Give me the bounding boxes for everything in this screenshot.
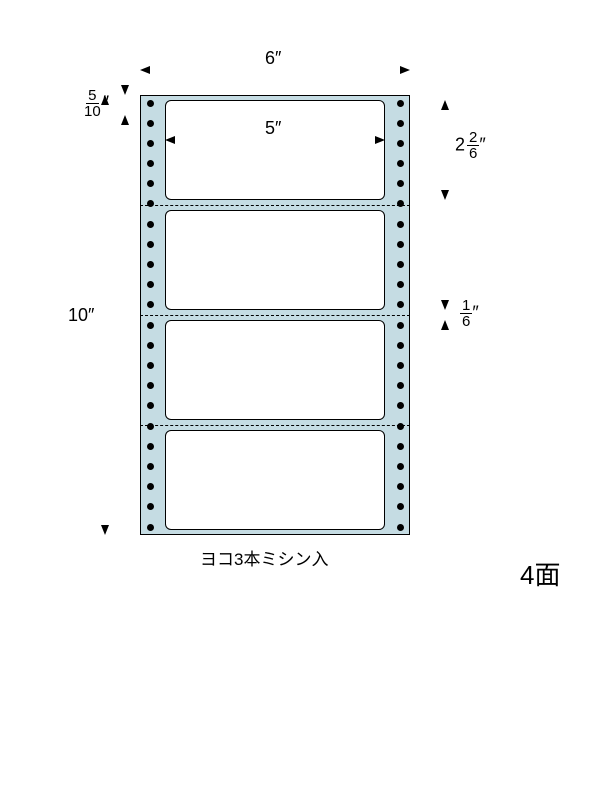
feed-hole (147, 483, 154, 490)
arrow-up-icon (101, 95, 109, 105)
feed-hole (147, 382, 154, 389)
ext-line (0, 215, 50, 216)
feed-hole (147, 160, 154, 167)
feed-hole (397, 120, 404, 127)
dim-row-gap: 16″ (460, 298, 479, 329)
feed-hole (397, 241, 404, 248)
arrow-down-icon (441, 190, 449, 200)
dim-outer-height: 10″ (68, 305, 94, 326)
arrow-left-icon (165, 136, 175, 144)
feed-hole (397, 402, 404, 409)
feed-hole (147, 322, 154, 329)
arrow-down-icon (441, 300, 449, 310)
feed-hole (147, 140, 154, 147)
perforation-line (140, 205, 410, 206)
dim-line (0, 71, 220, 72)
feed-hole (397, 200, 404, 207)
dim-line (0, 216, 1, 656)
feed-hole (147, 261, 154, 268)
label-panel (165, 100, 385, 200)
perforation-line (140, 425, 410, 426)
feed-hole (147, 423, 154, 430)
dim-line (0, 0, 270, 1)
feed-hole (397, 524, 404, 531)
ext-line (0, 36, 1, 71)
feed-hole (147, 402, 154, 409)
feed-hole (397, 443, 404, 450)
perforation-line (140, 315, 410, 316)
dim-line (0, 760, 1, 775)
feed-hole (147, 221, 154, 228)
feed-hole (397, 100, 404, 107)
feed-hole (147, 200, 154, 207)
label-panel (165, 430, 385, 530)
feed-hole (397, 301, 404, 308)
label-panel (165, 320, 385, 420)
arrow-up-icon (121, 115, 129, 125)
ext-line (0, 72, 1, 132)
feed-hole (147, 180, 154, 187)
feed-hole (147, 503, 154, 510)
ext-line (0, 657, 45, 658)
ext-line (0, 132, 1, 192)
feed-hole (147, 362, 154, 369)
ext-line (0, 1, 1, 36)
dim-line (0, 202, 1, 214)
dim-inner-width: 5″ (265, 118, 281, 139)
feed-hole (397, 221, 404, 228)
feed-hole (397, 140, 404, 147)
dim-line (0, 192, 1, 202)
feed-hole (147, 342, 154, 349)
dim-label-height: 226″ (455, 130, 486, 161)
feed-hole (147, 100, 154, 107)
feed-hole (397, 160, 404, 167)
arrow-up-icon (441, 320, 449, 330)
feed-hole (147, 241, 154, 248)
feed-hole (147, 120, 154, 127)
arrow-down-icon (101, 525, 109, 535)
feed-hole (397, 322, 404, 329)
arrow-up-icon (441, 100, 449, 110)
feed-hole (397, 180, 404, 187)
feed-hole (397, 483, 404, 490)
feed-hole (397, 382, 404, 389)
dim-line (0, 775, 1, 790)
ext-line (0, 759, 70, 760)
feed-hole (147, 443, 154, 450)
arrow-right-icon (375, 136, 385, 144)
arrow-down-icon (121, 85, 129, 95)
feed-hole (397, 423, 404, 430)
dim-outer-width: 6″ (265, 48, 281, 69)
feed-hole (397, 281, 404, 288)
feed-hole (397, 362, 404, 369)
feed-hole (397, 261, 404, 268)
face-count: 4面 (520, 555, 560, 592)
feed-hole (397, 463, 404, 470)
feed-hole (147, 281, 154, 288)
feed-hole (397, 503, 404, 510)
feed-hole (147, 301, 154, 308)
label-panel (165, 210, 385, 310)
feed-hole (397, 342, 404, 349)
perforation-note: ヨコ3本ミシン入 (200, 545, 328, 570)
arrow-right-icon (400, 66, 410, 74)
feed-hole (147, 524, 154, 531)
feed-hole (147, 463, 154, 470)
dim-line (0, 658, 1, 758)
arrow-left-icon (140, 66, 150, 74)
